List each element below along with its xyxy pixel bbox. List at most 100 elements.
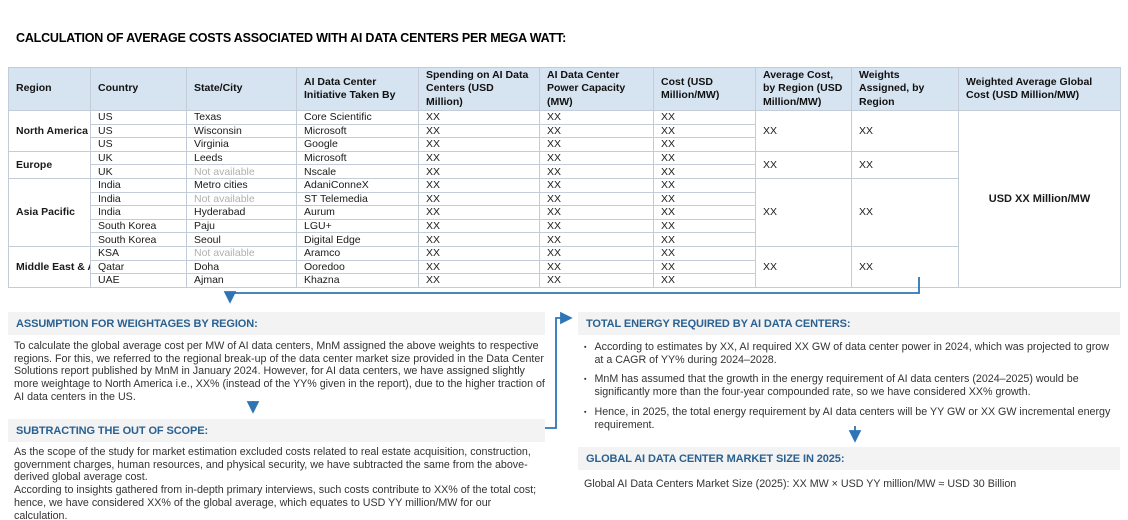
country-cell: US <box>90 123 187 139</box>
state-cell: Leeds <box>186 150 297 166</box>
cost-table: Region Country State/City AI Data Center… <box>8 67 1121 288</box>
table-row: Europe UK Leeds Microsoft XX XX XX XX XX <box>8 150 1121 179</box>
country-cell: South Korea <box>90 218 187 234</box>
country-cell: US <box>90 137 187 152</box>
capacity-cell: XX <box>539 110 654 125</box>
avg-cost-cell: XX <box>755 177 852 247</box>
initiative-cell: Digital Edge <box>296 232 419 247</box>
cost-cell: XX <box>653 205 756 220</box>
out-of-scope-heading-band: SUBTRACTING THE OUT OF SCOPE: <box>8 419 545 442</box>
region-cell-europe: Europe <box>8 150 91 179</box>
out-of-scope-paragraph-1: As the scope of the study for market est… <box>14 446 531 484</box>
initiative-cell: Microsoft <box>296 150 419 166</box>
header-spending: Spending on AI Data Centers (USD Million… <box>418 67 540 111</box>
list-item: ▪ According to estimates by XX, AI requi… <box>584 341 1118 366</box>
country-cell: UAE <box>90 273 187 288</box>
capacity-cell: XX <box>539 273 654 288</box>
capacity-cell: XX <box>539 177 654 193</box>
capacity-cell: XX <box>539 164 654 179</box>
country-cell: KSA <box>90 245 187 261</box>
weight-cell: XX <box>851 150 959 179</box>
spending-cell: XX <box>418 177 540 193</box>
spending-cell: XX <box>418 164 540 179</box>
avg-cost-cell: XX <box>755 150 852 179</box>
state-cell: Not available <box>186 164 297 179</box>
table-row: India Not available ST Telemedia XX XX X… <box>9 191 1121 207</box>
out-of-scope-body: As the scope of the study for market est… <box>14 446 545 520</box>
header-capacity: AI Data Center Power Capacity (MW) <box>539 67 654 111</box>
initiative-cell: Aramco <box>296 245 419 261</box>
assumption-body: To calculate the global average cost per… <box>14 340 545 403</box>
total-energy-heading-band: TOTAL ENERGY REQUIRED BY AI DATA CENTERS… <box>578 312 1120 335</box>
country-cell: Qatar <box>90 259 187 275</box>
assumption-heading-band: ASSUMPTION FOR WEIGHTAGES BY REGION: <box>8 312 545 335</box>
weighted-global-cost-cell: USD XX Million/MW <box>958 110 1121 288</box>
initiative-cell: ST Telemedia <box>296 191 419 207</box>
state-cell: Paju <box>186 218 297 234</box>
spending-cell: XX <box>418 150 540 166</box>
country-cell: UK <box>90 164 187 179</box>
state-cell: Not available <box>186 191 297 207</box>
cost-cell: XX <box>653 137 756 152</box>
capacity-cell: XX <box>539 150 654 166</box>
table-header-row: Region Country State/City AI Data Center… <box>8 67 1121 111</box>
table-row: Qatar Doha Ooredoo XX XX XX <box>9 259 1121 275</box>
cost-cell: XX <box>653 232 756 247</box>
state-cell: Texas <box>186 110 297 125</box>
avg-cost-cell: XX <box>755 110 852 152</box>
list-item: ▪ MnM has assumed that the growth in the… <box>584 373 1118 398</box>
spending-cell: XX <box>418 259 540 275</box>
table-row: Asia Pacific India Metro cities AdaniCon… <box>8 177 1121 247</box>
region-cell-asia-pacific: Asia Pacific <box>8 177 91 247</box>
region-cell-middle-east-africa: Middle East & Africa <box>8 245 91 288</box>
country-cell: UK <box>90 150 187 166</box>
spending-cell: XX <box>418 110 540 125</box>
state-cell: Not available <box>186 245 297 261</box>
bullet-text: Hence, in 2025, the total energy require… <box>594 405 1111 431</box>
page-title: CALCULATION OF AVERAGE COSTS ASSOCIATED … <box>16 31 567 45</box>
capacity-cell: XX <box>539 137 654 152</box>
initiative-cell: LGU+ <box>296 218 419 234</box>
assumption-heading: ASSUMPTION FOR WEIGHTAGES BY REGION: <box>16 317 258 330</box>
spending-cell: XX <box>418 245 540 261</box>
state-cell: Virginia <box>186 137 297 152</box>
header-region: Region <box>8 67 91 111</box>
left-to-total-energy-connector-arrow <box>545 311 573 429</box>
header-avg-cost: Average Cost, by Region (USD Million/MW) <box>755 67 852 111</box>
spending-cell: XX <box>418 232 540 247</box>
state-cell: Doha <box>186 259 297 275</box>
state-cell: Seoul <box>186 232 297 247</box>
cost-cell: XX <box>653 259 756 275</box>
state-cell: Hyderabad <box>186 205 297 220</box>
capacity-cell: XX <box>539 259 654 275</box>
spending-cell: XX <box>418 218 540 234</box>
initiative-cell: Google <box>296 137 419 152</box>
out-of-scope-heading: SUBTRACTING THE OUT OF SCOPE: <box>16 424 209 437</box>
capacity-cell: XX <box>539 205 654 220</box>
spending-cell: XX <box>418 137 540 152</box>
cost-cell: XX <box>653 164 756 179</box>
header-initiative: AI Data Center Initiative Taken By <box>296 67 419 111</box>
country-cell: India <box>90 191 187 207</box>
cost-cell: XX <box>653 245 756 261</box>
initiative-cell: Nscale <box>296 164 419 179</box>
header-country: Country <box>90 67 187 111</box>
country-cell: India <box>90 205 187 220</box>
table-row: India Hyderabad Aurum XX XX XX <box>9 205 1121 220</box>
header-weighted-global: Weighted Average Global Cost (USD Millio… <box>958 67 1121 111</box>
initiative-cell: Aurum <box>296 205 419 220</box>
bullet-text: According to estimates by XX, AI require… <box>594 341 1109 366</box>
region-cell-north-america: North America <box>8 110 91 152</box>
avg-cost-cell: XX <box>755 245 852 288</box>
spending-cell: XX <box>418 123 540 139</box>
table-row: Middle East & Africa KSA Not available A… <box>8 245 1121 288</box>
cost-cell: XX <box>653 150 756 166</box>
weight-cell: XX <box>851 110 959 152</box>
header-weights: Weights Assigned, by Region <box>851 67 959 111</box>
initiative-cell: Core Scientific <box>296 110 419 125</box>
initiative-cell: AdaniConneX <box>296 177 419 193</box>
market-size-heading-band: GLOBAL AI DATA CENTER MARKET SIZE IN 202… <box>578 447 1120 470</box>
capacity-cell: XX <box>539 191 654 207</box>
initiative-cell: Microsoft <box>296 123 419 139</box>
